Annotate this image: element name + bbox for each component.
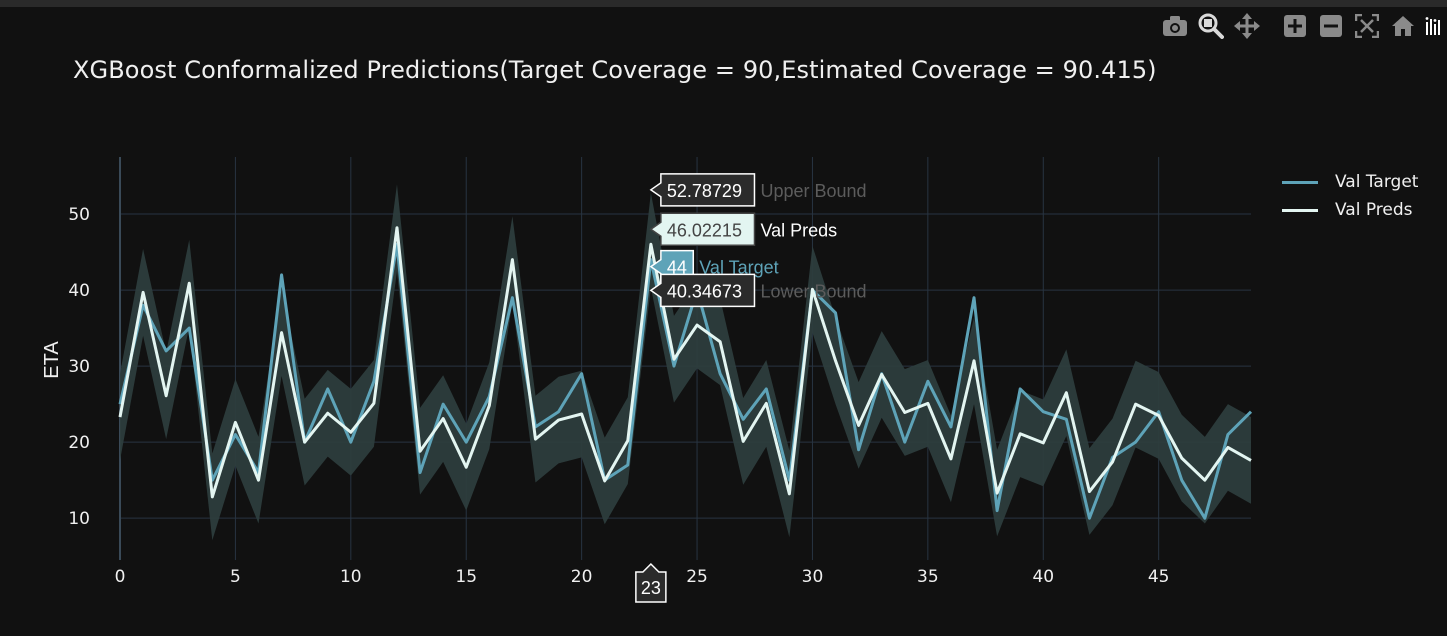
hover-x-value: 23 — [641, 578, 661, 598]
hover-preds-name: Val Preds — [760, 220, 837, 240]
pan-icon[interactable] — [1229, 10, 1265, 42]
hover-lower-value: 40.34673 — [667, 281, 742, 301]
zoom-out-icon[interactable] — [1313, 10, 1349, 42]
x-tick-label: 30 — [802, 567, 824, 587]
top-strip — [0, 0, 1447, 7]
hover-lower-name: Lower Bound — [760, 281, 866, 301]
modebar — [1157, 10, 1447, 42]
hover-upper: 52.78729 Upper Bound — [649, 173, 867, 207]
legend-label: Val Target — [1335, 172, 1419, 192]
camera-icon[interactable] — [1157, 10, 1193, 42]
x-tick-label: 45 — [1148, 567, 1170, 587]
y-tick-label: 40 — [68, 281, 90, 301]
x-tick-label: 40 — [1032, 567, 1054, 587]
hover-target-name: Val Target — [699, 258, 778, 278]
zoom-icon[interactable] — [1193, 10, 1229, 42]
x-tick-label: 5 — [230, 567, 241, 587]
hover-preds: 46.02215 Val Preds — [649, 212, 837, 247]
legend-label: Val Preds — [1335, 200, 1413, 220]
y-axis-label: ETA — [41, 341, 63, 379]
hover-x-label: 23 — [635, 562, 667, 603]
reset-axes-icon[interactable] — [1385, 10, 1421, 42]
plotly-logo-icon[interactable] — [1421, 10, 1447, 42]
x-tick-label: 15 — [455, 567, 477, 587]
axis-ticks: 0 5 10 15 20 25 30 35 40 45 10 20 30 40 50 — [68, 205, 1169, 587]
y-tick-label: 50 — [68, 205, 90, 225]
y-tick-label: 20 — [68, 433, 90, 453]
autoscale-icon[interactable] — [1349, 10, 1385, 42]
hover-upper-box — [649, 173, 756, 207]
legend-swatch-val-preds — [1282, 208, 1318, 212]
y-tick-label: 10 — [68, 509, 90, 529]
legend-item-val-preds[interactable]: Val Preds — [1282, 196, 1418, 224]
x-tick-label: 0 — [115, 567, 126, 587]
legend-swatch-val-target — [1282, 180, 1318, 184]
hover-lower: 40.34673 Lower Bound — [649, 273, 867, 308]
legend-item-val-target[interactable]: Val Target — [1282, 168, 1418, 196]
x-tick-label: 10 — [340, 567, 362, 587]
hover-target-value: 44 — [667, 258, 687, 278]
hover-upper-name: Upper Bound — [760, 181, 866, 201]
series-line-val-target — [118, 242, 1253, 520]
chart-title: XGBoost Conformalized Predictions(Target… — [73, 56, 1157, 84]
series-lines — [118, 226, 1253, 520]
hover-lower-box — [649, 273, 756, 308]
hover-tooltips: 52.78729 Upper Bound 46.02215 Val Preds 44 Va… — [635, 173, 867, 603]
y-tick-label: 30 — [68, 357, 90, 377]
hover-preds-box — [649, 212, 756, 247]
zoom-in-icon[interactable] — [1277, 10, 1313, 42]
x-tick-label: 20 — [571, 567, 593, 587]
series-line-val-preds — [118, 226, 1252, 499]
x-tick-label: 25 — [686, 567, 708, 587]
hover-x-box — [635, 562, 667, 603]
legend: Val Target Val Preds — [1282, 168, 1418, 224]
x-tick-label: 35 — [917, 567, 939, 587]
hover-upper-value: 52.78729 — [667, 181, 742, 201]
hover-preds-value: 46.02215 — [667, 220, 742, 240]
